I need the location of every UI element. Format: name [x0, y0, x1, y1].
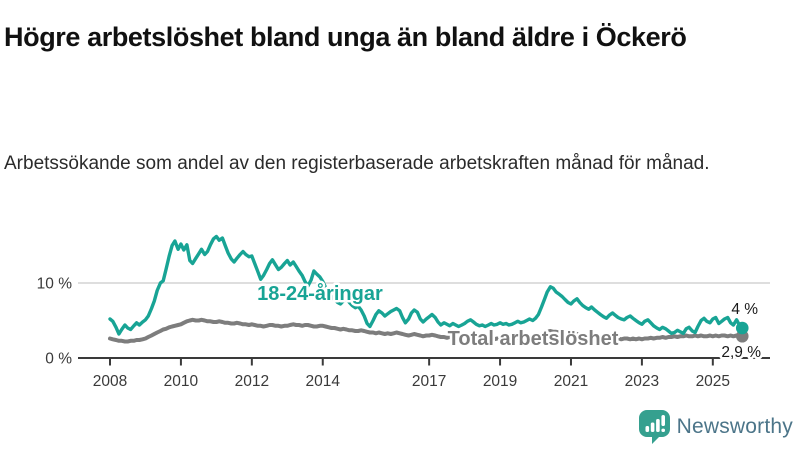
x-tick-label: 2025	[696, 373, 730, 390]
x-tick-label: 2010	[164, 373, 199, 390]
y-tick-label: 10 %	[37, 276, 73, 293]
y-axis-labels: 0 % 10 %	[37, 276, 73, 368]
y-tick-label: 0 %	[45, 351, 72, 368]
newsworthy-logo-text: Newsworthy	[676, 415, 793, 438]
x-tick-label: 2017	[412, 373, 446, 390]
x-tick-label: 2014	[306, 373, 341, 390]
newsworthy-bar-chart-bubble-icon	[638, 410, 670, 444]
unemployment-line-chart: 2008 2010 2012 2014 2017 2019 2021 2023 2025 0 %…	[37, 234, 770, 390]
youth-end-dot	[735, 321, 749, 335]
total-unemployment-line	[108, 317, 745, 344]
x-tick-label: 2012	[235, 373, 269, 390]
youth-unemployment-line	[108, 234, 744, 336]
total-series-label: Total arbetslöshet	[448, 328, 619, 350]
x-tick-label: 2021	[554, 373, 588, 390]
x-tick-label: 2023	[625, 373, 659, 390]
page-title: Högre arbetslöshet bland unga än bland ä…	[4, 22, 687, 53]
newsworthy-logo[interactable]: Newsworthy	[638, 410, 793, 444]
x-axis-ticks: 2008 2010 2012 2014 2017 2019 2021 2023 2025	[93, 358, 730, 390]
x-tick-label: 2019	[483, 373, 517, 390]
x-tick-label: 2008	[93, 373, 127, 390]
youth-end-value-label: 4 %	[731, 301, 758, 318]
total-end-value-label: 2,9 %	[721, 344, 761, 361]
youth-series-label: 18-24-åringar	[257, 282, 383, 305]
chart-subtitle: Arbetssökande som andel av den registerb…	[4, 153, 710, 174]
